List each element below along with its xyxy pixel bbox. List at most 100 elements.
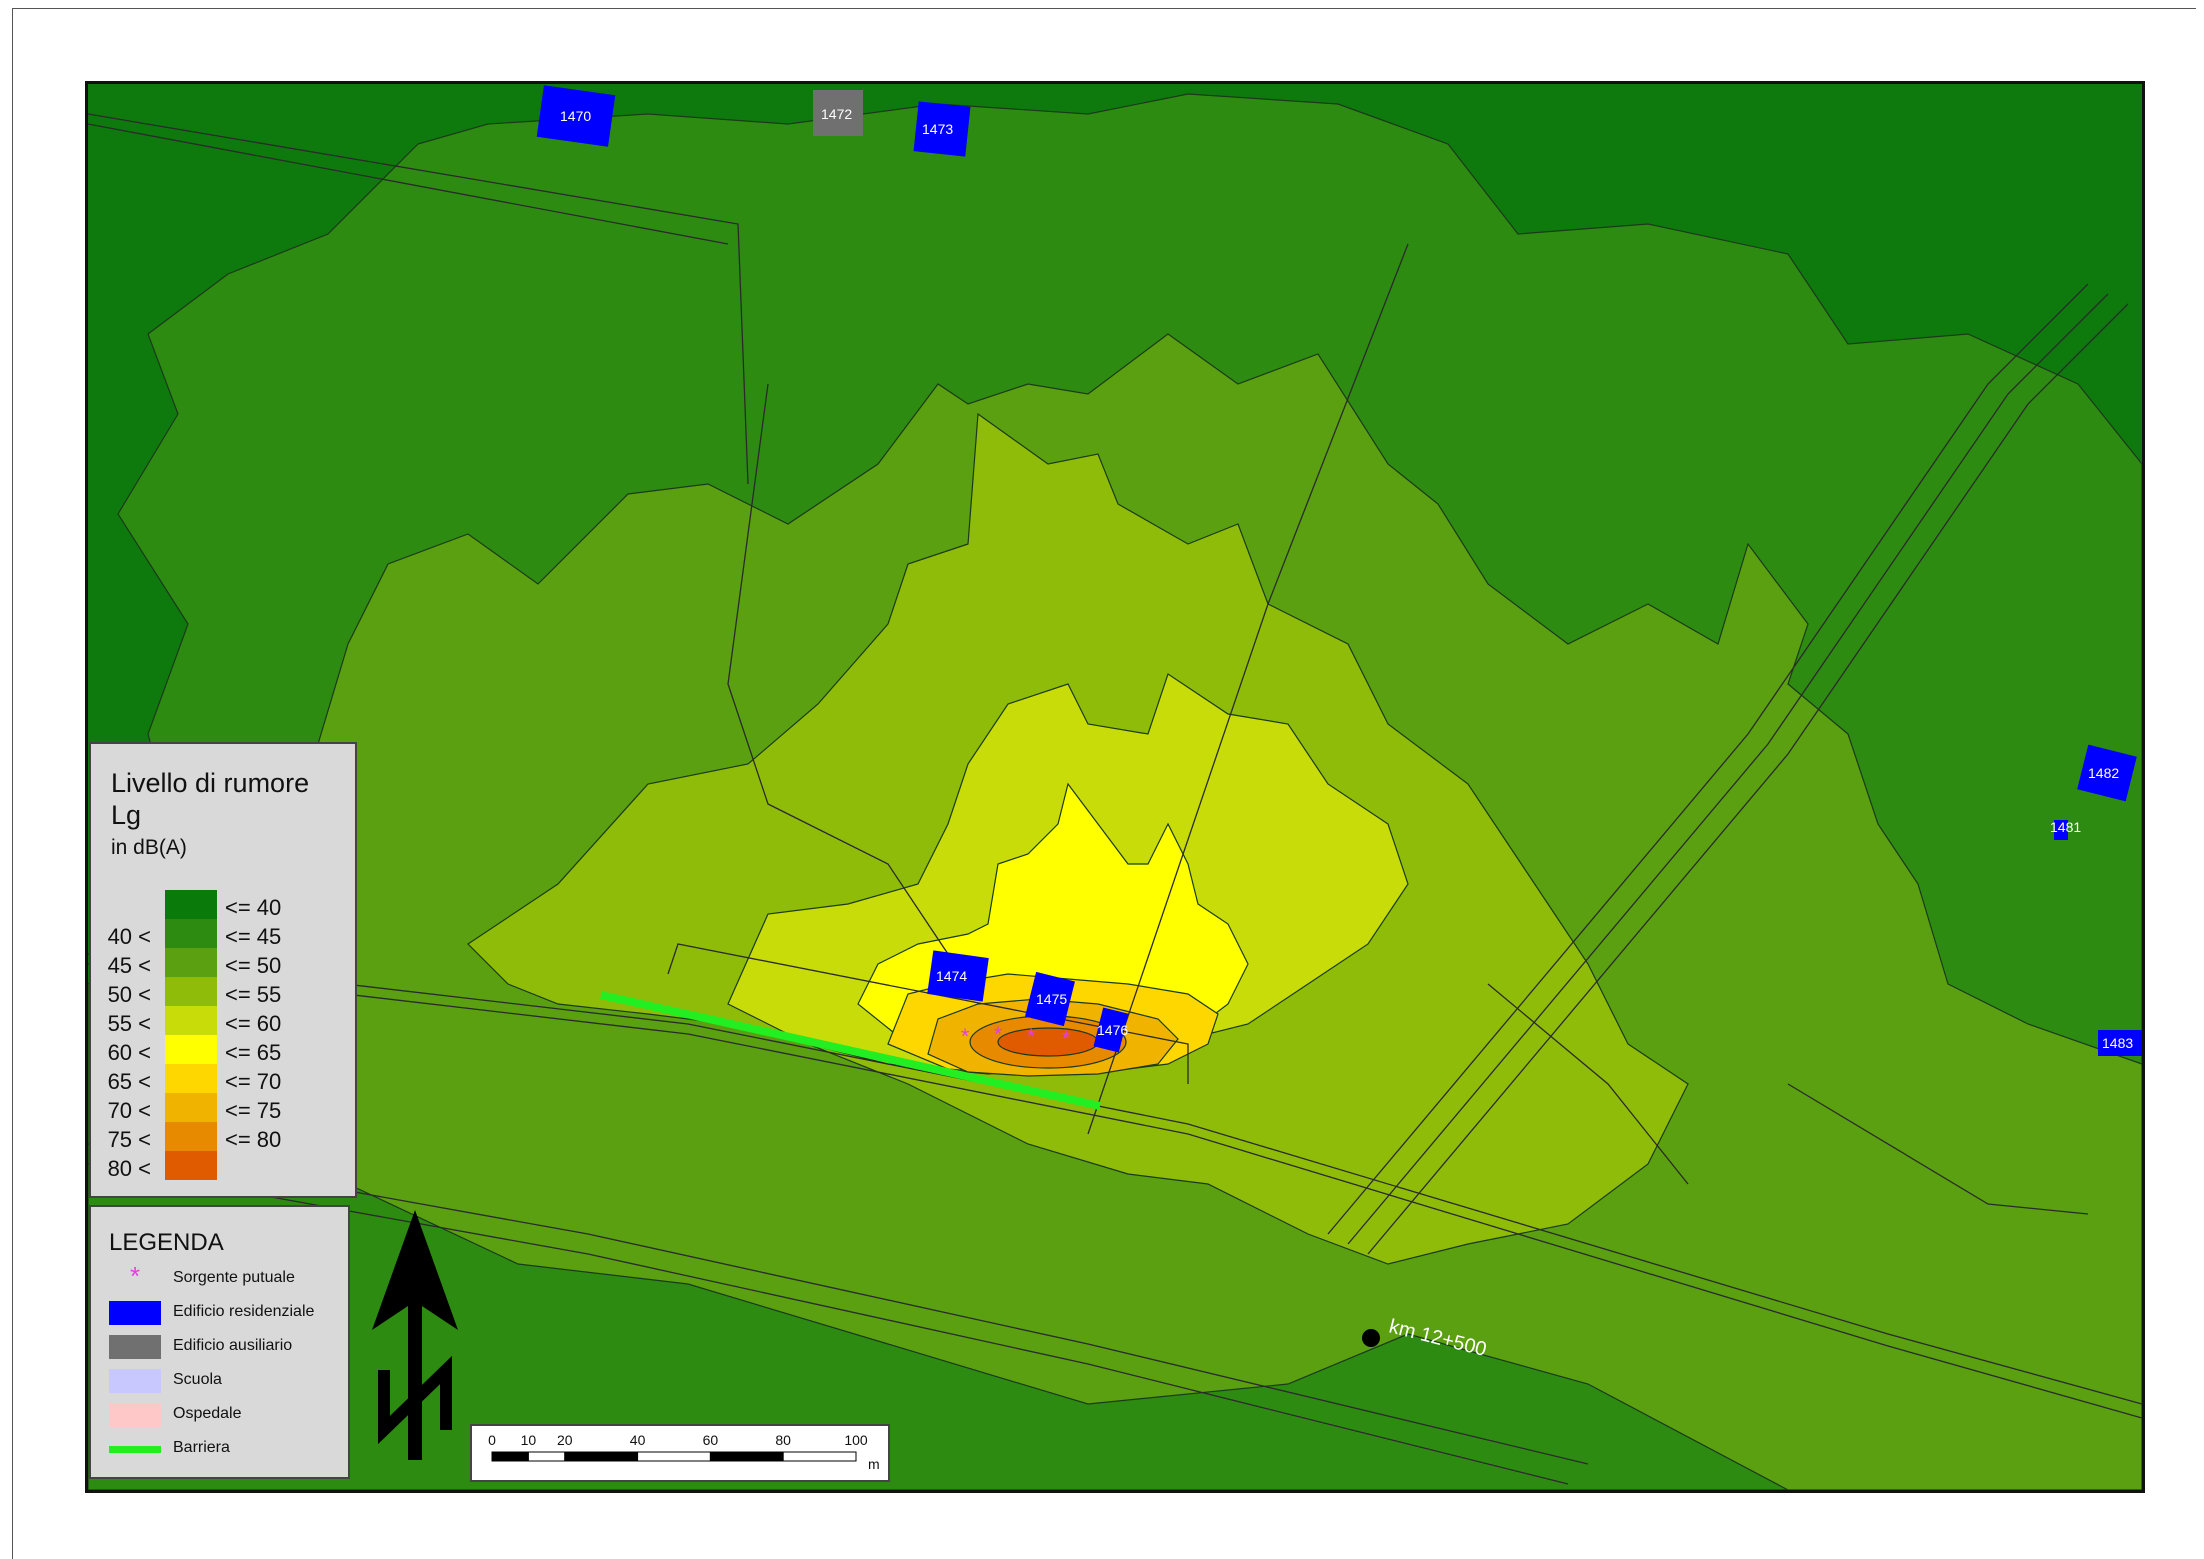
noise-class-upper: <= 60	[225, 1011, 282, 1036]
hospital-swatch	[109, 1403, 161, 1427]
noise-class-swatch	[165, 977, 217, 1006]
scale-segment	[637, 1451, 711, 1462]
noise-class-swatch	[165, 919, 217, 948]
noise-class-upper: <= 50	[225, 953, 282, 978]
auxiliary-swatch	[109, 1335, 161, 1359]
building-1473: 1473	[913, 101, 971, 157]
noise-level-legend: Livello di rumore Lg in dB(A) <= 40 40 < <…	[89, 742, 357, 1198]
km-marker-dot	[1362, 1329, 1380, 1347]
noise-class-upper: <= 80	[225, 1127, 282, 1152]
noise-class-row: 60 < <= 65	[91, 1035, 359, 1065]
noise-class-upper: <= 65	[225, 1040, 282, 1065]
legend-item-label: Edificio residenziale	[173, 1303, 315, 1320]
legend-item-label: Barriera	[173, 1439, 230, 1456]
north-arrow-icon	[372, 1210, 458, 1460]
noise-class-row: 55 < <= 60	[91, 1006, 359, 1036]
scale-segment	[709, 1451, 784, 1462]
noise-class-upper: <= 75	[225, 1098, 282, 1123]
scale-unit: m	[868, 1456, 880, 1472]
building-1470: 1470	[536, 85, 616, 147]
noise-class-row: 65 < <= 70	[91, 1064, 359, 1094]
noise-class-swatch	[165, 1122, 217, 1151]
noise-class-lower: 75 <	[107, 1127, 151, 1152]
scale-tick-label: 40	[629, 1432, 646, 1448]
noise-class-lower: 80 <	[107, 1156, 151, 1181]
scale-tick-label: 20	[557, 1432, 573, 1448]
point-source: *	[1062, 1026, 1071, 1051]
barrier-line	[600, 991, 1101, 1110]
legend-item-school: Scuola	[109, 1367, 349, 1395]
noise-class-lower: 45 <	[107, 953, 151, 978]
legend-item-label: Sorgente putuale	[173, 1269, 295, 1286]
noise-class-swatch	[165, 890, 217, 919]
noise-class-upper: <= 55	[225, 982, 282, 1007]
noise-class-lower: 40 <	[107, 924, 151, 949]
building-1474: 1474	[927, 950, 989, 1002]
noise-class-row: 50 < <= 55	[91, 977, 359, 1007]
noise-class-swatch	[165, 1064, 217, 1093]
noise-class-upper: <= 40	[225, 895, 282, 920]
noise-class-lower: 60 <	[107, 1040, 151, 1065]
legend-title: Livello di rumore	[111, 768, 310, 798]
symbol-legend: LEGENDA * Sorgente putuale Edificio resi…	[89, 1205, 350, 1479]
scale-segment	[564, 1451, 639, 1462]
legend-item-label: Scuola	[173, 1371, 222, 1388]
legend-item-barrier: Barriera	[109, 1435, 349, 1463]
point-source: *	[961, 1024, 970, 1049]
noise-class-upper: <= 70	[225, 1069, 282, 1094]
building-label: 1473	[922, 121, 953, 137]
residential-swatch	[109, 1301, 161, 1325]
noise-class-upper: <= 45	[225, 924, 282, 949]
legend-item-auxiliary: Edificio ausiliario	[109, 1333, 349, 1361]
noise-class-row: 40 < <= 45	[91, 919, 359, 949]
point-source: *	[994, 1022, 1003, 1047]
scale-segment	[527, 1451, 566, 1462]
zone-gt80	[997, 1027, 1099, 1057]
noise-class-row: 45 < <= 50	[91, 948, 359, 978]
legend-subtitle: Lg	[111, 800, 142, 830]
scale-tick-label: 80	[775, 1432, 791, 1448]
page-border	[12, 8, 2196, 1559]
noise-class-row: 75 < <= 80	[91, 1122, 359, 1152]
building-label: 1472	[821, 106, 852, 122]
scale-segment	[491, 1451, 529, 1462]
building-label: 1483	[2102, 1035, 2133, 1051]
building-label: 1470	[560, 108, 591, 124]
symbol-legend-title: LEGENDA	[109, 1229, 224, 1256]
noise-class-swatch	[165, 1006, 217, 1035]
legend-item-label: Ospedale	[173, 1405, 242, 1422]
scale-tick-label: 0	[488, 1432, 496, 1448]
noise-contour-map: * * * * km 12+500 1470 1472 1473 1474 14…	[88, 84, 2142, 1490]
noise-class-lower: 70 <	[107, 1098, 151, 1123]
noise-class-swatch	[165, 1035, 217, 1064]
point-sources: * * * *	[961, 1022, 1071, 1051]
building-1475: 1475	[1025, 971, 1075, 1027]
scale-tick-label: 60	[702, 1432, 719, 1448]
barrier-swatch	[109, 1446, 161, 1453]
building-label: 1476	[1097, 1022, 1128, 1038]
scale-segment	[782, 1451, 857, 1462]
noise-class-list: <= 40 40 < <= 45 45 < <= 50 50 < <= 55 55 < <= 6…	[91, 890, 359, 1181]
noise-class-row: 70 < <= 75	[91, 1093, 359, 1123]
building-label: 1474	[936, 968, 967, 984]
scale-bar-graphic	[491, 1451, 857, 1462]
legend-item-label: Edificio ausiliario	[173, 1337, 293, 1354]
building-1482: 1482	[2077, 744, 2137, 802]
legend-unit: in dB(A)	[111, 836, 187, 859]
noise-map[interactable]: * * * * km 12+500 1470 1472 1473 1474 14…	[85, 81, 2145, 1493]
legend-item-hospital: Ospedale	[109, 1401, 349, 1429]
scale-tick-label: 10	[520, 1432, 537, 1448]
noise-class-lower: 55 <	[107, 1011, 151, 1036]
noise-class-swatch	[165, 1093, 217, 1122]
noise-class-lower: 50 <	[107, 982, 151, 1007]
noise-class-lower: 65 <	[107, 1069, 151, 1094]
asterisk-icon: *	[129, 1261, 141, 1291]
point-source: *	[1027, 1024, 1036, 1049]
noise-class-swatch	[165, 1151, 217, 1180]
noise-class-swatch	[165, 948, 217, 977]
building-1483: 1483	[2098, 1030, 2142, 1056]
building-1472: 1472	[813, 90, 863, 136]
building-1476: 1476	[1093, 1007, 1129, 1053]
noise-class-row: <= 40	[91, 890, 359, 920]
noise-class-row: 80 <	[91, 1151, 359, 1181]
